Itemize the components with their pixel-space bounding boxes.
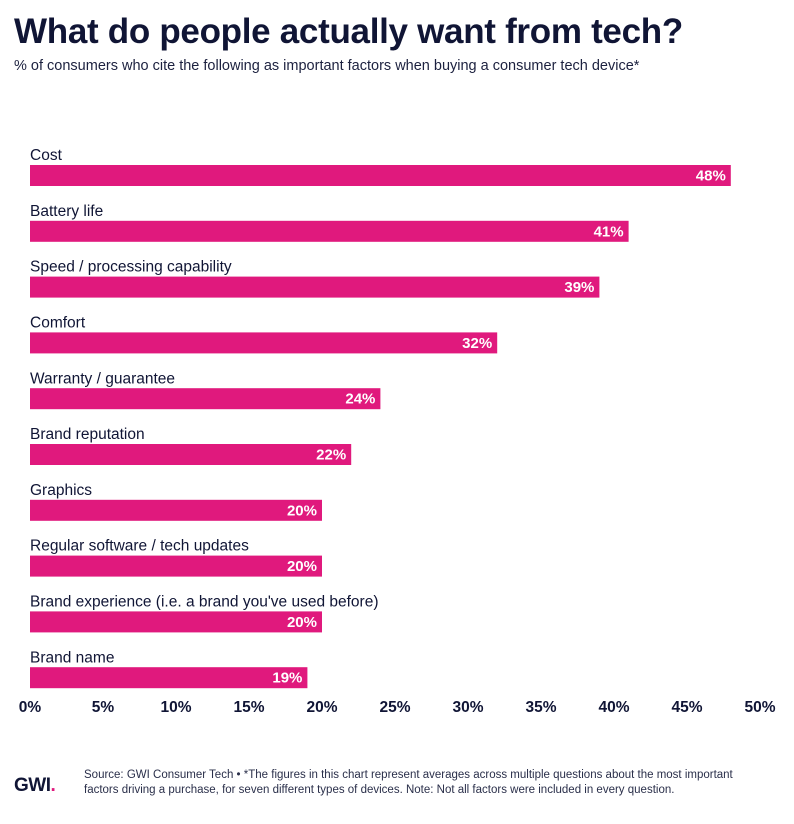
data-label: 39%	[564, 279, 594, 296]
bar	[30, 165, 731, 186]
category-label: Battery life	[30, 203, 103, 220]
bar-chart: Cost 48% Battery life 41% Speed / processing…	[19, 147, 776, 716]
gwi-logo-dot: .	[50, 775, 56, 796]
category-label: Brand name	[30, 649, 114, 666]
x-tick-label: 5%	[92, 699, 115, 716]
bar	[30, 667, 308, 689]
x-tick-label: 45%	[671, 699, 702, 716]
source-note: Source: GWI Consumer Tech • *The figures…	[84, 769, 733, 796]
category-label: Comfort	[30, 314, 86, 331]
data-label: 20%	[287, 558, 317, 575]
category-label: Speed / processing capability	[30, 259, 232, 276]
x-tick-label: 0%	[19, 699, 42, 716]
data-label: 20%	[287, 502, 317, 519]
gwi-logo: GWI.	[14, 775, 56, 797]
bar	[30, 555, 322, 577]
category-label: Regular software / tech updates	[30, 538, 249, 555]
x-tick-label: 30%	[452, 699, 483, 716]
bar	[30, 444, 352, 465]
chart-subtitle: % of consumers who cite the following as…	[14, 58, 640, 74]
data-label: 20%	[287, 614, 317, 631]
category-label: Graphics	[30, 482, 92, 499]
x-tick-label: 40%	[598, 699, 629, 716]
gwi-logo-text: GWI	[14, 775, 51, 796]
x-tick-label: 50%	[744, 699, 775, 716]
bar	[30, 332, 498, 354]
bar	[30, 499, 322, 521]
category-label: Warranty / guarantee	[30, 370, 175, 387]
bar	[30, 388, 381, 410]
category-label: Brand reputation	[30, 426, 145, 443]
data-label: 32%	[462, 335, 492, 352]
category-label: Brand experience (i.e. a brand you've us…	[30, 593, 378, 610]
x-tick-label: 20%	[306, 699, 337, 716]
x-tick-label: 25%	[379, 699, 410, 716]
bar	[30, 611, 322, 633]
data-label: 19%	[272, 670, 302, 687]
data-label: 48%	[696, 167, 726, 184]
x-tick-label: 10%	[160, 699, 191, 716]
bar	[30, 276, 600, 298]
bar	[30, 220, 629, 242]
x-tick-label: 15%	[233, 699, 264, 716]
data-label: 41%	[594, 223, 624, 240]
category-label: Cost	[30, 147, 63, 164]
data-label: 22%	[316, 446, 346, 463]
x-tick-label: 35%	[525, 699, 556, 716]
chart-title: What do people actually want from tech?	[14, 12, 683, 51]
data-label: 24%	[345, 391, 375, 408]
